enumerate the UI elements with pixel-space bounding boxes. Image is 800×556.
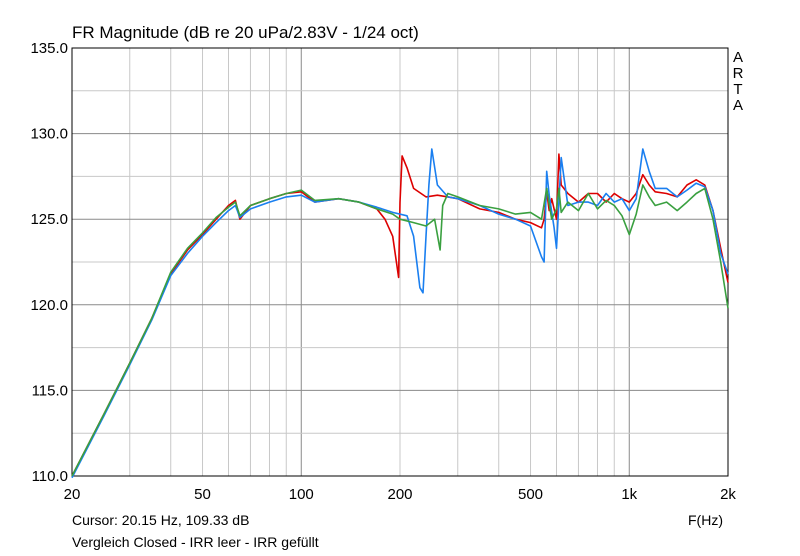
x-tick-label: 100	[289, 486, 314, 503]
chart-caption: Vergleich Closed - IRR leer - IRR gefüll…	[72, 534, 319, 550]
x-axis-label: F(Hz)	[688, 512, 723, 528]
series-line-3	[71, 184, 729, 477]
x-tick-label: 20	[64, 486, 81, 503]
x-tick-label: 200	[387, 486, 412, 503]
y-axis-ticks: 110.0 115.0 120.0 125.0 130.0 135.0	[30, 40, 68, 485]
chart-grid	[71, 47, 729, 477]
x-tick-label: 2k	[720, 486, 736, 503]
watermark-letter: R	[733, 65, 744, 82]
y-tick-label: 130.0	[30, 126, 68, 143]
watermark-letter: A	[733, 97, 743, 114]
x-tick-label: 500	[518, 486, 543, 503]
watermark-letter: T	[733, 81, 742, 98]
series-lines	[71, 148, 729, 479]
x-axis-ticks: 20 50 100 200 500 1k 2k	[64, 486, 737, 503]
y-tick-label: 110.0	[32, 468, 68, 485]
plot-border	[71, 47, 729, 477]
x-tick-label: 1k	[621, 486, 637, 503]
y-tick-label: 135.0	[30, 40, 68, 57]
watermark-letter: A	[733, 49, 743, 66]
chart-title: FR Magnitude (dB re 20 uPa/2.83V - 1/24 …	[72, 23, 419, 42]
y-tick-label: 125.0	[30, 211, 68, 228]
y-tick-label: 115.0	[32, 382, 68, 399]
y-tick-label: 120.0	[30, 297, 68, 314]
plot-area	[71, 47, 729, 477]
x-tick-label: 50	[194, 486, 211, 503]
cursor-readout: Cursor: 20.15 Hz, 109.33 dB	[72, 512, 250, 528]
